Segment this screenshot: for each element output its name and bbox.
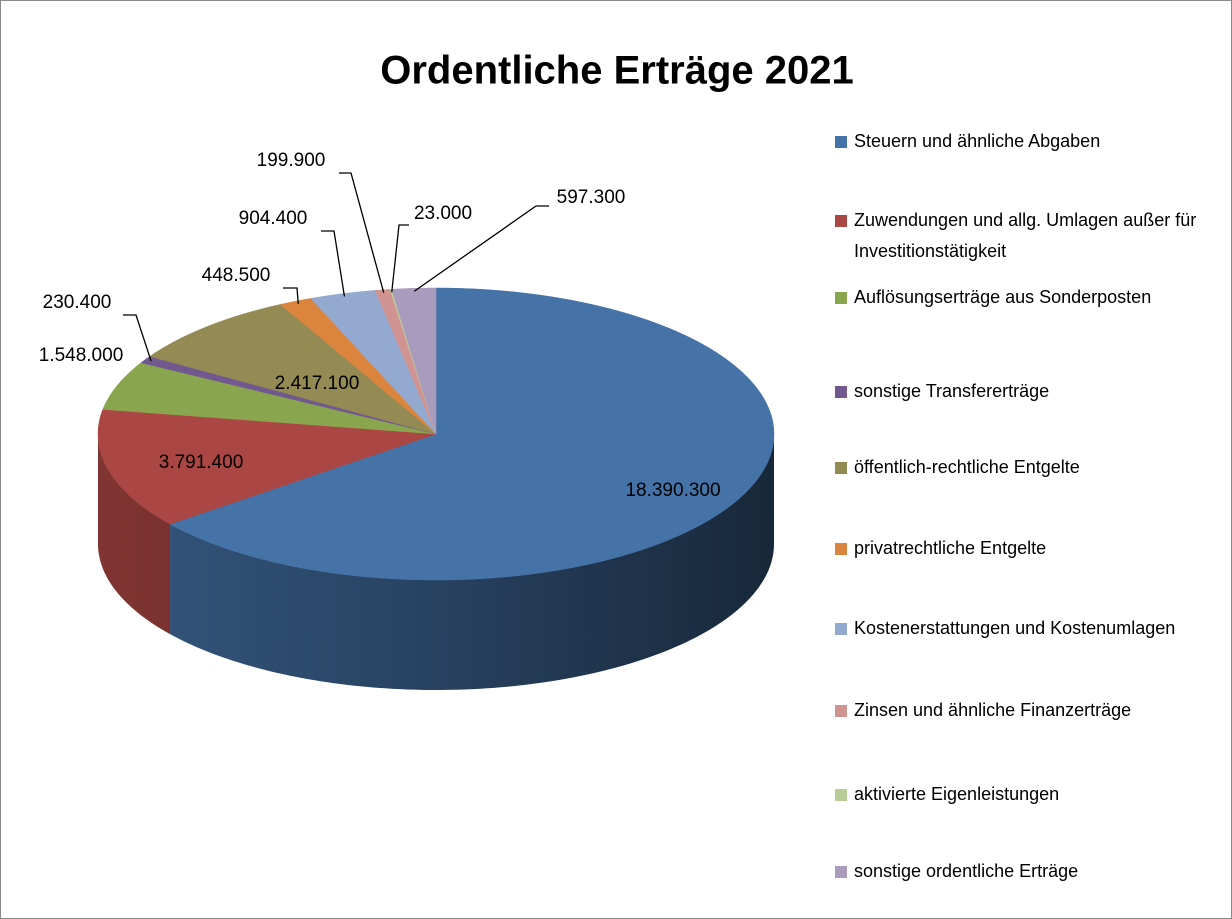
legend-label: Zinsen und ähnliche Finanzerträge (854, 700, 1132, 720)
legend-swatch (835, 215, 847, 227)
data-label: 1.548.000 (39, 345, 124, 366)
legend-label: Steuern und ähnliche Abgaben (854, 131, 1101, 151)
data-label: 23.000 (414, 203, 472, 224)
slice (169, 287, 775, 581)
data-label: 3.791.400 (159, 452, 244, 473)
leader-line (339, 172, 385, 293)
data-label: 2.417.100 (275, 373, 360, 394)
leader-line (283, 287, 299, 304)
slice (310, 290, 437, 435)
data-label: 448.500 (202, 265, 271, 286)
legend-swatch (835, 462, 847, 474)
legend-item: Kostenerstattungen und Kostenumlagen (835, 613, 1215, 644)
legend-item: öffentlich-rechtliche Entgelte (835, 452, 1215, 483)
legend-item: aktivierte Eigenleistungen (835, 779, 1215, 810)
legend-label: privatrechtliche Entgelte (854, 538, 1047, 558)
data-label: 597.300 (557, 187, 626, 208)
legend-item: sonstige Transfererträge (835, 376, 1215, 407)
legend-swatch (835, 543, 847, 555)
legend-item: Zuwendungen und allg. Umlagen außer für … (835, 205, 1215, 267)
slice (102, 362, 437, 435)
legend-swatch (835, 705, 847, 717)
chart-title: Ordentliche Erträge 2021 (380, 49, 854, 93)
legend-swatch (835, 866, 847, 878)
legend-item: Steuern und ähnliche Abgaben (835, 126, 1215, 157)
slice (391, 287, 437, 435)
legend-item: Auflösungserträge aus Sonderposten (835, 282, 1215, 313)
leader-line (391, 224, 409, 293)
legend-swatch (835, 623, 847, 635)
legend-label: öffentlich-rechtliche Entgelte (854, 457, 1080, 477)
slice-side (98, 434, 171, 635)
legend-label: sonstige ordentliche Erträge (854, 861, 1079, 881)
legend-swatch (835, 292, 847, 304)
leader-line (123, 314, 152, 362)
data-label: 18.390.300 (625, 480, 720, 501)
slice (97, 409, 437, 525)
slice-side (170, 434, 774, 690)
leader-line (413, 205, 549, 292)
slice (149, 304, 437, 435)
leader-line (321, 230, 346, 297)
legend-swatch (835, 789, 847, 801)
legend-label: Auflösungserträge aus Sonderposten (854, 287, 1152, 307)
legend-label: Kostenerstattungen und Kostenumlagen (854, 618, 1176, 638)
legend-item: privatrechtliche Entgelte (835, 533, 1215, 564)
data-label: 199.900 (257, 150, 326, 171)
legend-item: Zinsen und ähnliche Finanzerträge (835, 695, 1215, 726)
legend-label: aktivierte Eigenleistungen (854, 784, 1060, 804)
legend-item: sonstige ordentliche Erträge (835, 856, 1215, 887)
data-label: 904.400 (239, 208, 308, 229)
legend-label: Zuwendungen und allg. Umlagen außer für … (854, 210, 1197, 261)
slice (279, 298, 437, 435)
legend-label: sonstige Transfererträge (854, 381, 1050, 401)
data-label: 230.400 (43, 292, 112, 313)
legend-swatch (835, 136, 847, 148)
legend-swatch (835, 386, 847, 398)
